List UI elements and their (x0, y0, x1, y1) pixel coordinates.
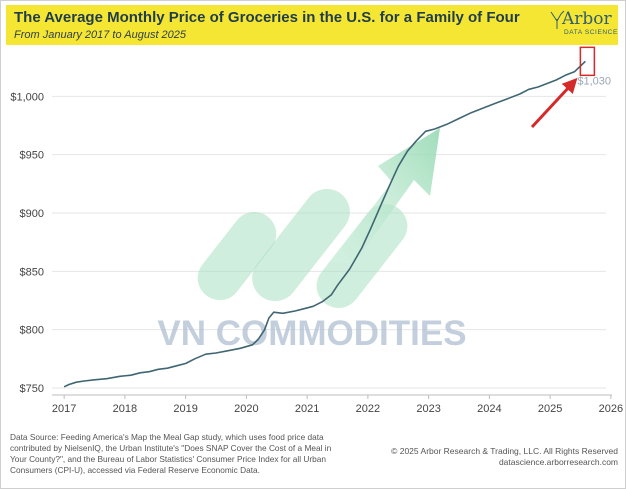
x-tick-label: 2022 (356, 403, 380, 415)
x-tick-label: 2025 (538, 403, 562, 415)
x-tick-label: 2018 (113, 403, 137, 415)
watermark-graphic: VN COMMODITIES (157, 128, 467, 353)
y-tick-label: $1,000 (10, 91, 44, 103)
watermark-bar-2 (252, 188, 350, 302)
arbor-logo: Arbor DATA SCIENCE (548, 7, 617, 43)
x-tick-label: 2026 (599, 403, 623, 415)
axes: $750 $800 $850 $900 $950 $1,000 2017 2018 2019 20… (10, 91, 623, 415)
y-tick-label: $950 (20, 150, 44, 162)
chart-subtitle: From January 2017 to August 2025 (14, 29, 187, 41)
y-tick-label: $900 (20, 208, 44, 220)
watermark-bar-1 (197, 211, 277, 301)
x-tick-label: 2017 (52, 403, 76, 415)
annotation-box (579, 46, 596, 77)
x-tick-label: 2021 (295, 403, 319, 415)
tree-icon (550, 10, 565, 29)
data-source-note: Data Source: Feeding America's Map the M… (10, 432, 332, 475)
x-tick-label: 2019 (173, 403, 197, 415)
y-tick-label: $750 (20, 383, 44, 395)
footer-credits: © 2025 Arbor Research & Trading, LLC. Al… (391, 446, 618, 468)
annotation-label: $1,030 (577, 75, 611, 87)
x-tick-label: 2020 (234, 403, 258, 415)
chart-header: The Average Monthly Price of Groceries i… (6, 5, 618, 45)
annotation-group: $1,030 (530, 46, 611, 129)
copyright-text: © 2025 Arbor Research & Trading, LLC. Al… (391, 446, 618, 456)
logo-word: Arbor (562, 9, 612, 29)
x-tick-label: 2023 (416, 403, 440, 415)
logo-subtitle: DATA SCIENCE (564, 29, 618, 36)
line-chart: VN COMMODITIES $750 $800 $850 $900 $950 $1,00… (10, 46, 623, 415)
watermark-text: VN COMMODITIES (157, 314, 466, 353)
x-tick-label: 2024 (477, 403, 501, 415)
y-tick-label: $800 (20, 325, 44, 337)
y-tick-label: $850 (20, 266, 44, 278)
price-line (63, 60, 586, 388)
chart-title: The Average Monthly Price of Groceries i… (14, 9, 520, 26)
annotation-arrow (530, 77, 578, 129)
website-link[interactable]: datascience.arborresearch.com (498, 457, 618, 467)
